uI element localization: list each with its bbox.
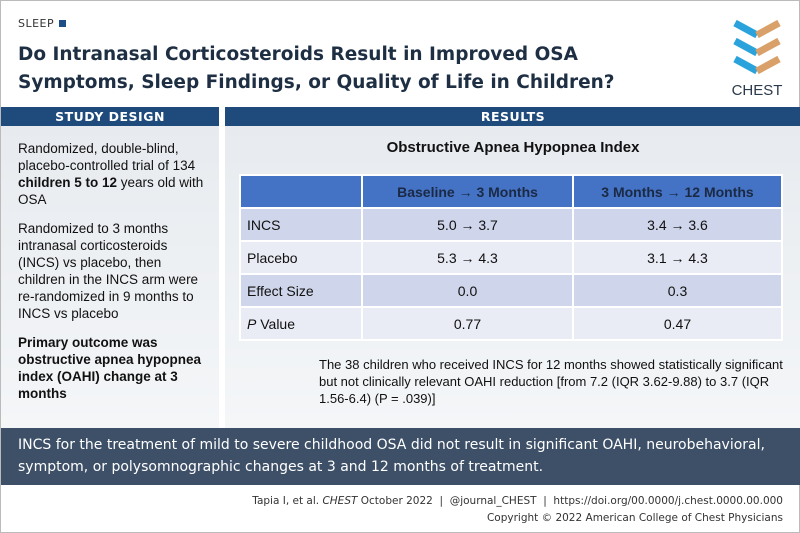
- col-header: 3 Months → 12 Months: [572, 174, 783, 209]
- study-design-header: STUDY DESIGN: [1, 107, 219, 126]
- table-row: Placebo 5.3 → 4.3 3.1 → 4.3: [239, 240, 783, 275]
- design-text: Randomized, double-blind, placebo-contro…: [18, 141, 204, 207]
- col-header: [239, 174, 363, 209]
- col-header: Baseline → 3 Months: [361, 174, 574, 209]
- table-row: Effect Size 0.0 0.3: [239, 273, 783, 308]
- table-row: INCS 5.0 → 3.7 3.4 → 3.6: [239, 207, 783, 242]
- category-label: SLEEP: [18, 17, 67, 30]
- primary-outcome-text: Primary outcome was obstructive apnea hy…: [18, 335, 202, 401]
- citation: Tapia I, et al. CHEST October 2022 | @jo…: [252, 495, 783, 507]
- conclusion: INCS for the treatment of mild to severe…: [1, 428, 800, 485]
- results-table: Baseline → 3 Months 3 Months → 12 Months …: [239, 174, 783, 341]
- footer: Tapia I, et al. CHEST October 2022 | @jo…: [252, 493, 783, 527]
- results-header: RESULTS: [225, 107, 800, 126]
- randomization-text: Randomized to 3 months intranasal cortic…: [18, 221, 199, 321]
- page-title: Do Intranasal Corticosteroids Result in …: [18, 44, 615, 93]
- results-note: The 38 children who received INCS for 12…: [319, 357, 783, 406]
- chest-logo: CHEST: [727, 19, 787, 99]
- table-row: P Value 0.77 0.47: [239, 306, 783, 341]
- study-design-panel: Randomized, double-blind, placebo-contro…: [1, 126, 219, 428]
- copyright: Copyright © 2022 American College of Che…: [486, 512, 783, 524]
- table-title: Obstructive Apnea Hypopnea Index: [386, 139, 640, 156]
